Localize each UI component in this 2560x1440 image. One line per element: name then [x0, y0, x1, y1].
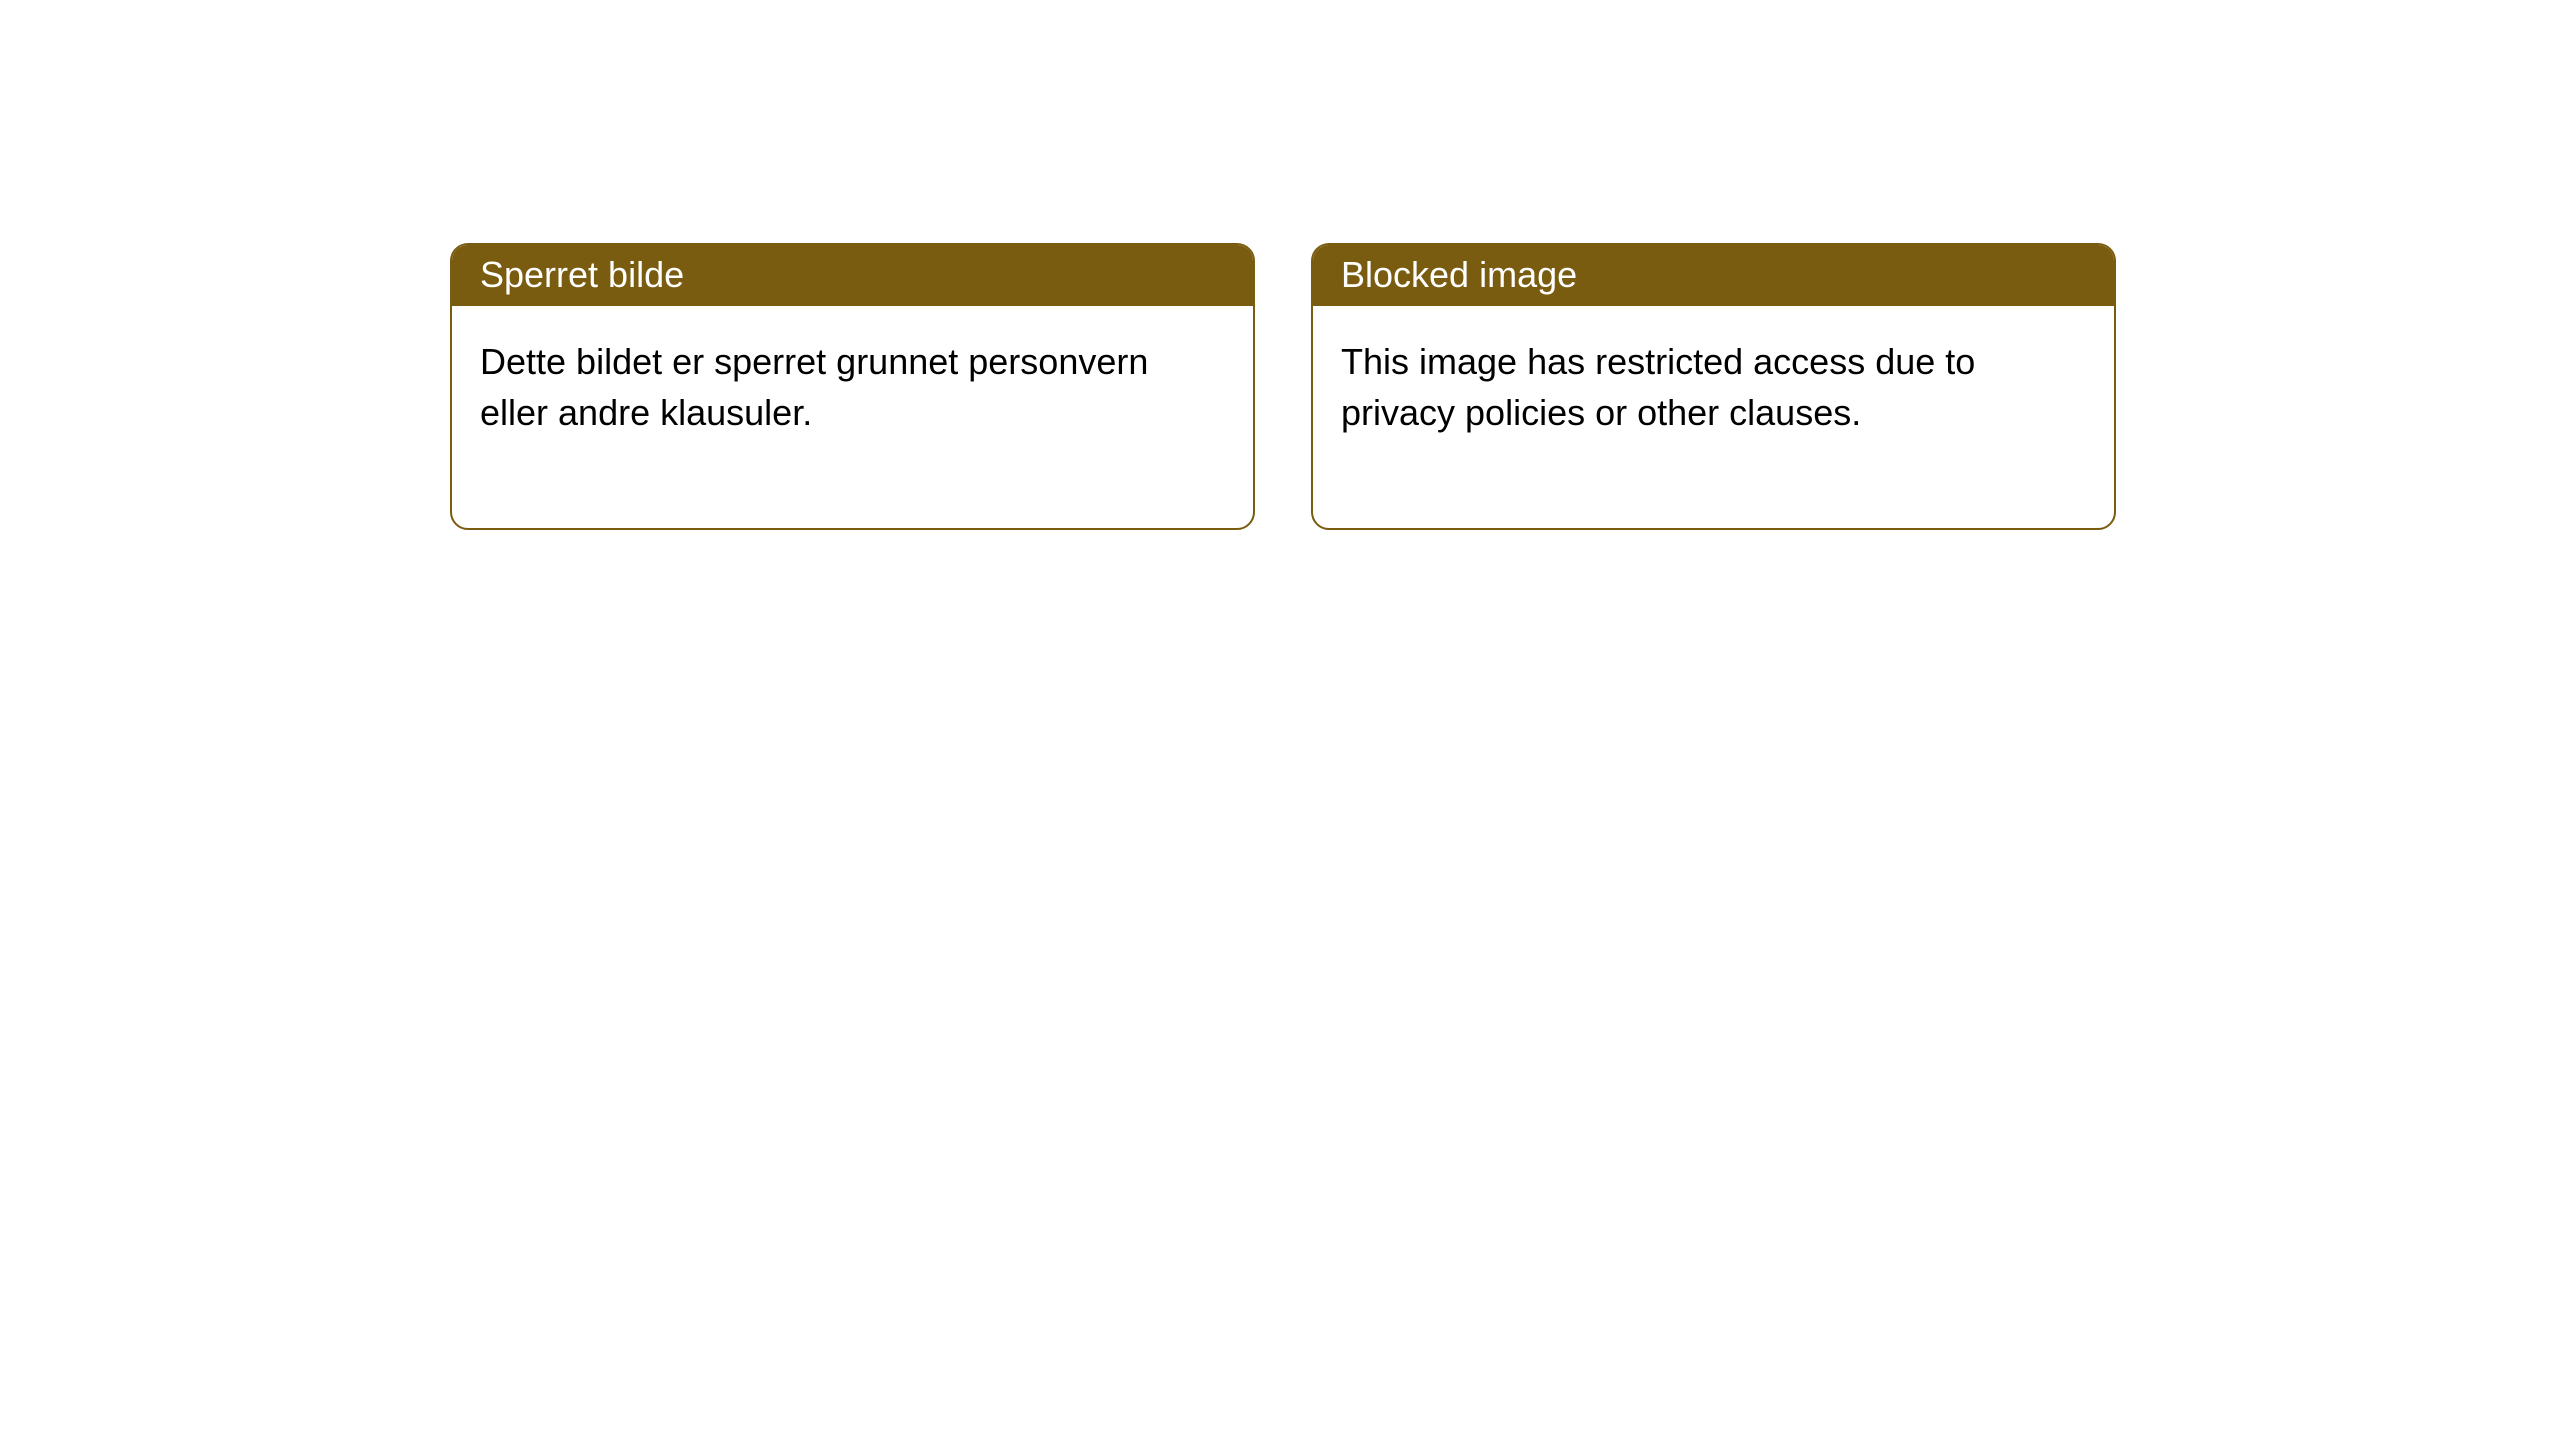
notice-container: Sperret bilde Dette bildet er sperret gr…: [0, 0, 2560, 530]
notice-header: Blocked image: [1313, 245, 2114, 306]
notice-body: This image has restricted access due to …: [1313, 306, 2114, 528]
notice-body: Dette bildet er sperret grunnet personve…: [452, 306, 1253, 528]
notice-card-norwegian: Sperret bilde Dette bildet er sperret gr…: [450, 243, 1255, 530]
notice-card-english: Blocked image This image has restricted …: [1311, 243, 2116, 530]
notice-header: Sperret bilde: [452, 245, 1253, 306]
